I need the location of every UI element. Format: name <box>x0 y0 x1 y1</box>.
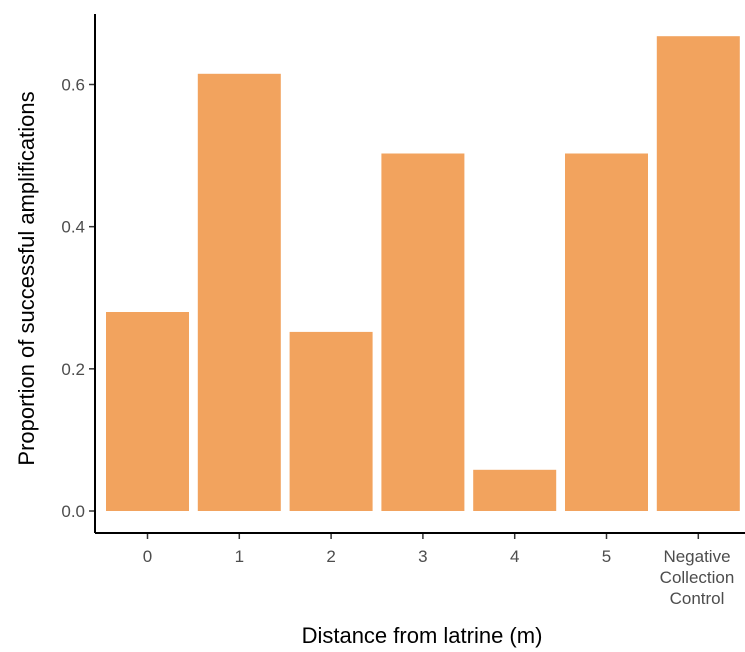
x-tick-label-3: 3 <box>418 547 427 566</box>
x-tick-label-0: 0 <box>143 547 152 566</box>
x-tick-label-6: Negative Collection Control <box>660 547 735 608</box>
y-tick-label-1: 0.2 <box>61 360 85 379</box>
x-tick-label-1: 1 <box>235 547 244 566</box>
bar-1 <box>197 73 281 512</box>
bar-2 <box>289 331 373 511</box>
x-tick-label-5: 5 <box>602 547 611 566</box>
x-tick-label-2: 2 <box>326 547 335 566</box>
bar-0 <box>106 312 189 511</box>
bars-group <box>106 36 740 512</box>
x-axis-ticks: 0 1 2 3 4 5 Negative Collection Control <box>143 533 735 608</box>
bar-4 <box>473 469 557 511</box>
bar-6 <box>656 36 740 511</box>
y-axis-title: Proportion of successful amplifications <box>14 91 39 465</box>
bar-3 <box>381 153 465 511</box>
y-tick-label-3: 0.6 <box>61 76 85 95</box>
y-axis-ticks: 0.0 0.2 0.4 0.6 <box>61 76 95 521</box>
bar-5 <box>565 153 648 511</box>
y-tick-label-2: 0.4 <box>61 218 85 237</box>
x-axis-title: Distance from latrine (m) <box>302 623 543 648</box>
x-tick-label-4: 4 <box>510 547 519 566</box>
y-tick-label-0: 0.0 <box>61 502 85 521</box>
